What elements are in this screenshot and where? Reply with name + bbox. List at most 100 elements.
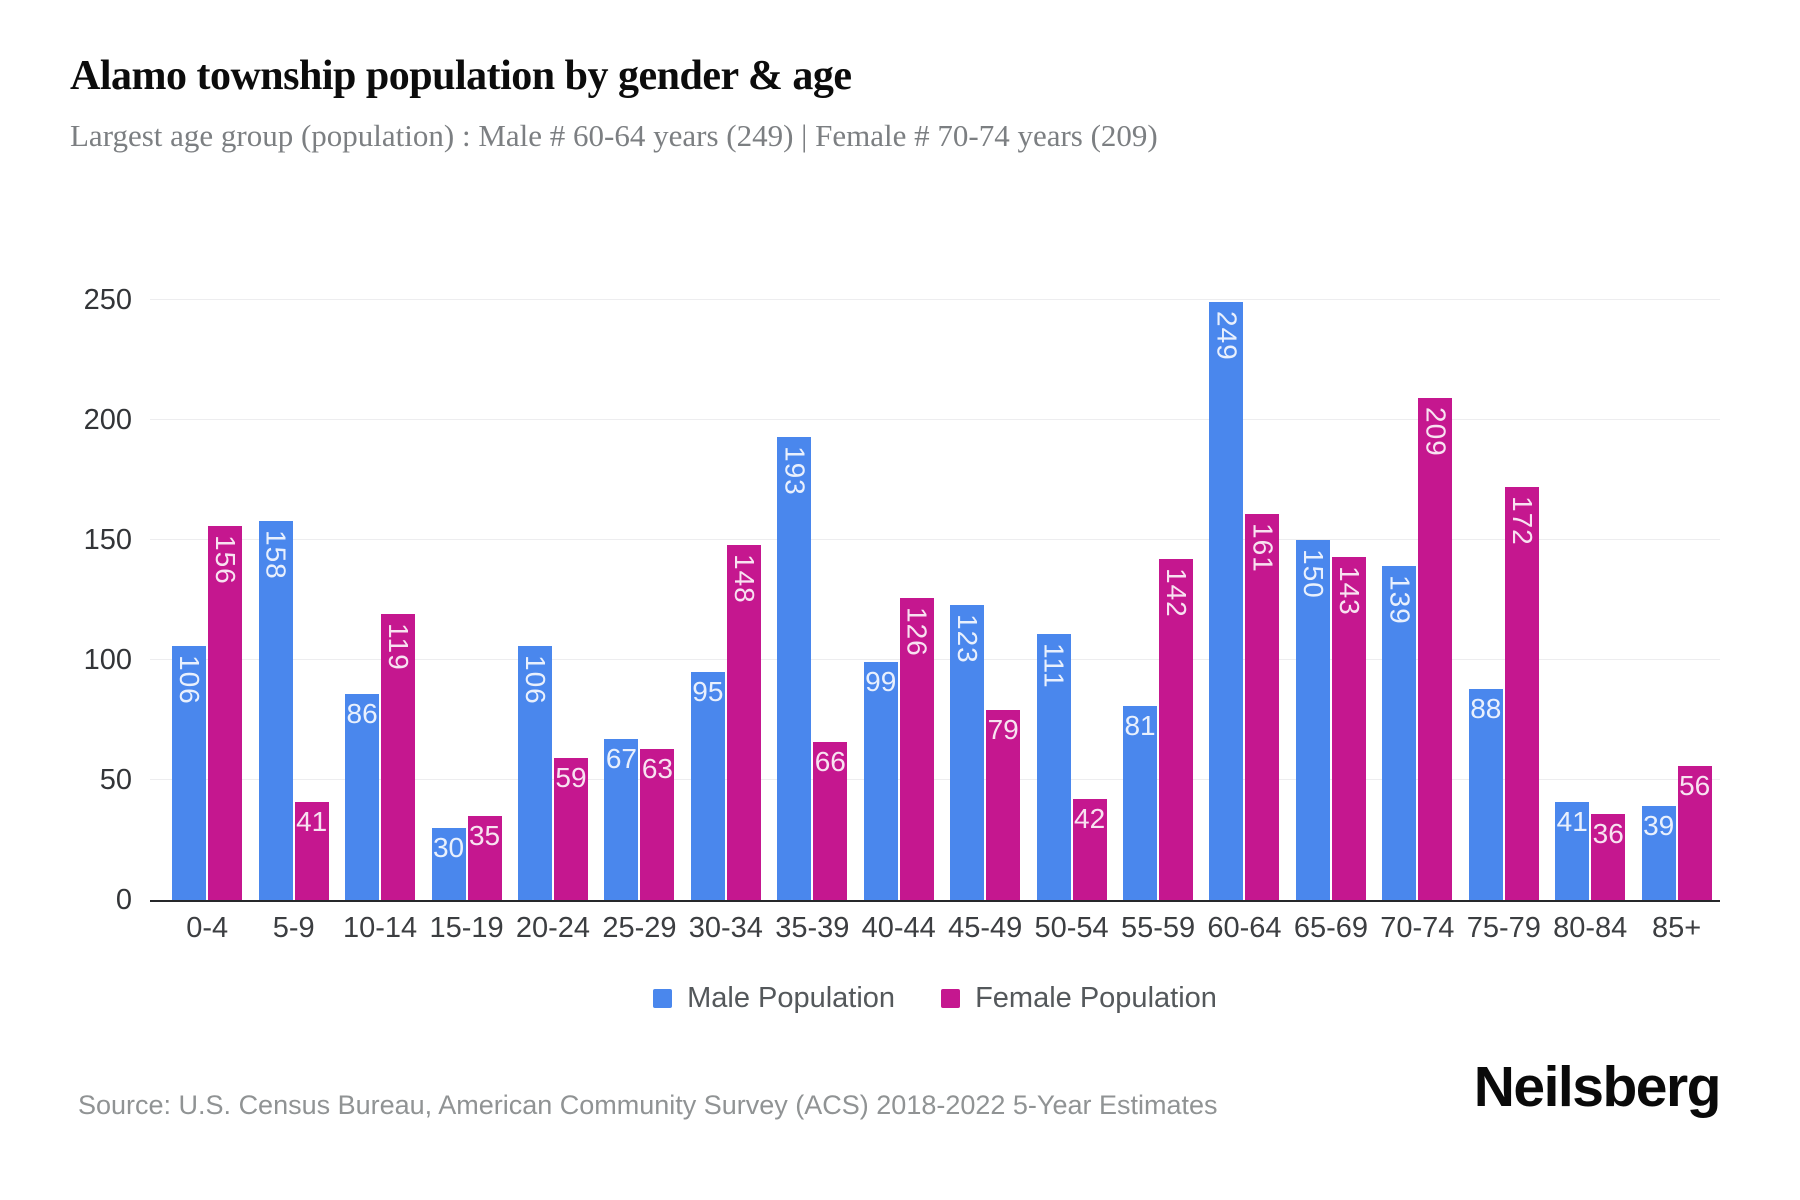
female-bar-5-9[interactable]: 41	[294, 801, 329, 900]
neilsberg-logo[interactable]: Neilsberg	[1473, 1055, 1722, 1119]
page-title: Alamo township population by gender & ag…	[70, 53, 852, 99]
male-bar-10-14[interactable]: 86	[345, 693, 380, 900]
bar-group-85+: 39 56	[1633, 765, 1719, 900]
male-bar-0-4[interactable]: 106	[172, 645, 207, 900]
bar-value-label: 81	[1124, 709, 1156, 741]
legend-item-male[interactable]: Male Population	[653, 982, 895, 1015]
male-bar-45-49[interactable]: 123	[950, 604, 985, 900]
female-bar-40-44[interactable]: 126	[899, 597, 934, 900]
bar-group-20-24: 106 59	[510, 645, 596, 900]
male-bar-85+[interactable]: 39	[1641, 806, 1676, 900]
bar-group-50-54: 111 42	[1028, 633, 1114, 900]
bar-value-label: 67	[605, 743, 637, 775]
bar-value-label: 30	[432, 832, 465, 863]
bar-group-55-59: 81 142	[1115, 559, 1201, 900]
bar-value-label: 56	[1679, 769, 1711, 801]
bar-value-label: 86	[346, 697, 378, 729]
female-bar-65-69[interactable]: 143	[1331, 556, 1366, 900]
bar-group-40-44: 99 126	[856, 597, 942, 900]
y-tick-label-50: 50	[99, 764, 132, 796]
female-bar-75-79[interactable]: 172	[1504, 487, 1539, 900]
x-tick-label-25-29: 25-29	[602, 912, 677, 944]
bar-group-75-79: 88 172	[1461, 487, 1547, 900]
y-tick-label-150: 150	[83, 524, 132, 556]
male-bar-50-54[interactable]: 111	[1036, 633, 1071, 900]
x-tick-label-0-4: 0-4	[186, 912, 229, 944]
female-bar-80-84[interactable]: 36	[1591, 813, 1626, 900]
male-bar-75-79[interactable]: 88	[1468, 688, 1503, 900]
female-bar-50-54[interactable]: 42	[1072, 799, 1107, 900]
bar-value-label: 156	[210, 534, 242, 585]
female-bar-45-49[interactable]: 79	[986, 710, 1021, 900]
bar-group-15-19: 30 35	[423, 816, 509, 900]
bar-value-label: 79	[987, 714, 1019, 746]
x-tick-label-85+: 85+	[1652, 912, 1702, 944]
male-bar-80-84[interactable]: 41	[1555, 801, 1590, 900]
x-axis-labels: 0-4 5-9 10-14 15-19 20-24 25-29 30-34 35-39 40-4…	[150, 912, 1720, 945]
female-bar-30-34[interactable]: 148	[726, 544, 761, 900]
y-tick-label-100: 100	[83, 644, 132, 676]
x-tick-label-80-84: 80-84	[1553, 912, 1628, 944]
chart-plot-area: 106 156 158 41 86 119 30 35 106 59 67 63 95 148 193 66 9…	[150, 299, 1720, 902]
bar-value-label: 172	[1506, 496, 1538, 546]
male-legend-label: Male Population	[687, 982, 896, 1014]
bar-value-label: 95	[692, 676, 724, 707]
x-tick-label-30-34: 30-34	[688, 912, 763, 944]
female-bar-20-24[interactable]: 59	[553, 758, 588, 900]
bar-value-label: 41	[296, 805, 328, 837]
x-tick-label-65-69: 65-69	[1293, 912, 1368, 944]
bar-value-label: 142	[1161, 568, 1193, 618]
male-bar-15-19[interactable]: 30	[431, 828, 466, 900]
y-tick-label-200: 200	[83, 404, 132, 436]
male-bar-35-39[interactable]: 193	[777, 436, 812, 900]
male-bar-30-34[interactable]: 95	[690, 672, 725, 900]
female-bar-25-29[interactable]: 63	[640, 748, 675, 900]
female-bar-35-39[interactable]: 66	[813, 741, 848, 900]
male-bar-60-64[interactable]: 249	[1209, 302, 1244, 900]
bar-value-label: 193	[779, 445, 811, 496]
female-bar-0-4[interactable]: 156	[208, 525, 243, 900]
y-axis-labels: 0 50 100 150 200 250	[30, 284, 140, 916]
bar-group-10-14: 86 119	[337, 614, 423, 900]
legend-item-female[interactable]: Female Population	[941, 982, 1217, 1015]
bar-value-label: 111	[1038, 642, 1070, 689]
male-bar-70-74[interactable]: 139	[1382, 566, 1417, 900]
male-bar-5-9[interactable]: 158	[258, 520, 293, 900]
female-bar-60-64[interactable]: 161	[1245, 513, 1280, 900]
x-tick-label-20-24: 20-24	[515, 912, 591, 944]
bar-group-35-39: 193 66	[769, 436, 855, 900]
bar-value-label: 41	[1556, 805, 1588, 837]
female-bar-85+[interactable]: 56	[1677, 765, 1712, 900]
bar-value-label: 59	[555, 762, 587, 794]
y-tick-label-250: 250	[83, 284, 132, 316]
male-bar-25-29[interactable]: 67	[604, 739, 639, 900]
x-tick-label-55-59: 55-59	[1120, 912, 1196, 944]
x-tick-label-45-49: 45-49	[948, 912, 1023, 944]
female-legend-label: Female Population	[975, 982, 1217, 1014]
male-bar-55-59[interactable]: 81	[1123, 705, 1158, 900]
male-bar-40-44[interactable]: 99	[863, 662, 898, 900]
x-tick-label-35-39: 35-39	[775, 912, 850, 944]
male-bar-65-69[interactable]: 150	[1295, 540, 1330, 900]
bar-group-65-69: 150 143	[1288, 540, 1374, 900]
gridline-200	[150, 419, 1720, 420]
bar-value-label: 143	[1333, 565, 1365, 616]
x-tick-label-10-14: 10-14	[343, 912, 418, 944]
female-bar-70-74[interactable]: 209	[1418, 398, 1453, 900]
bar-group-70-74: 139 209	[1374, 398, 1460, 900]
gridline-100	[150, 659, 1720, 660]
male-bar-20-24[interactable]: 106	[517, 645, 552, 900]
bar-value-label: 106	[174, 654, 206, 705]
bar-value-label: 42	[1074, 803, 1106, 835]
bar-group-25-29: 67 63	[596, 739, 682, 900]
bar-value-label: 36	[1592, 817, 1624, 849]
source-attribution: Source: U.S. Census Bureau, American Com…	[78, 1090, 1218, 1120]
bar-group-0-4: 106 156	[164, 525, 250, 900]
x-tick-label-60-64: 60-64	[1207, 912, 1282, 944]
male-legend-swatch	[653, 989, 673, 1008]
female-bar-15-19[interactable]: 35	[467, 816, 502, 900]
bar-value-label: 249	[1211, 311, 1243, 362]
bar-value-label: 119	[383, 623, 415, 672]
female-bar-55-59[interactable]: 142	[1159, 559, 1194, 900]
female-bar-10-14[interactable]: 119	[381, 614, 416, 900]
